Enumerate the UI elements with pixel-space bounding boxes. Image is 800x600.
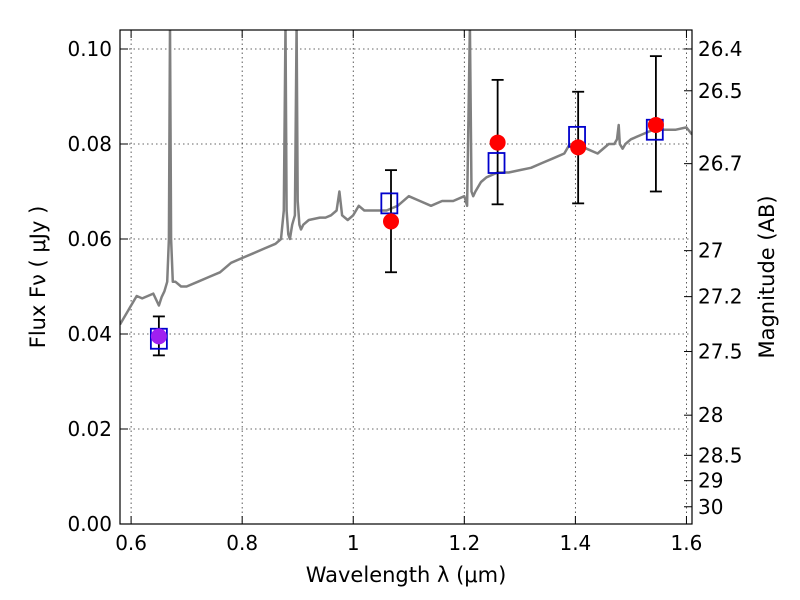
x-tick-label: 1.4 xyxy=(559,531,591,555)
model-square-marker xyxy=(487,152,506,174)
mag-tick-label: 27.2 xyxy=(698,285,743,309)
mag-tick-label: 29 xyxy=(698,469,723,493)
plot-area xyxy=(120,30,692,357)
mag-tick-label: 26.4 xyxy=(698,37,743,61)
y2-axis-label: Magnitude (AB) xyxy=(755,195,779,358)
spectrum-layer xyxy=(120,30,692,326)
tick-layer: 0.6 0.8 1 1.2 1.4 1.6 0.00 0.02 0.04 0.06 0.08 0.10… xyxy=(67,30,743,555)
observed-flux-point xyxy=(150,328,167,345)
mag-tick-label: 28.5 xyxy=(698,443,743,467)
x-axis-label: Wavelength λ (μm) xyxy=(306,563,507,587)
y-tick-label: 0.08 xyxy=(67,132,112,156)
mag-tick-label: 26.5 xyxy=(698,79,743,103)
marker-layer xyxy=(149,117,664,350)
x-tick-label: 1.6 xyxy=(671,531,703,555)
x-tick-label: 1 xyxy=(347,531,360,555)
y-axis-label: Flux Fν ( μJy ) xyxy=(26,206,50,349)
mag-tick-label: 30 xyxy=(698,495,723,519)
errorbar-layer xyxy=(152,55,662,357)
y-tick-label: 0.10 xyxy=(67,37,112,61)
y-tick-label: 0.02 xyxy=(67,417,112,441)
mag-tick-label: 27 xyxy=(698,239,723,263)
x-tick-label: 0.6 xyxy=(115,531,147,555)
x-tick-label: 1.2 xyxy=(448,531,480,555)
observed-flux-point xyxy=(647,117,664,133)
model-square-marker xyxy=(380,192,399,215)
y-tick-label: 0.00 xyxy=(67,512,112,536)
observed-flux-point xyxy=(489,134,506,151)
mag-tick-label: 26.7 xyxy=(698,152,743,176)
spectrum-line xyxy=(120,30,692,326)
x-tick-label: 0.8 xyxy=(226,531,258,555)
observed-flux-point xyxy=(383,213,400,230)
y-tick-label: 0.06 xyxy=(67,227,112,251)
plot-frame xyxy=(119,29,693,525)
mag-tick-label: 28 xyxy=(698,403,723,427)
y-tick-label: 0.04 xyxy=(67,322,112,346)
observed-flux-point xyxy=(570,139,587,156)
mag-tick-label: 27.5 xyxy=(698,340,743,364)
